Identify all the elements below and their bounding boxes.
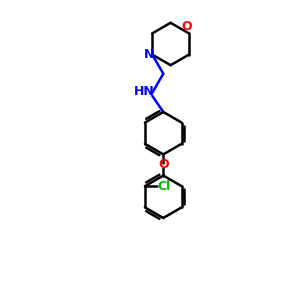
Text: N: N — [143, 48, 154, 61]
Text: O: O — [181, 20, 192, 33]
Text: HN: HN — [134, 85, 154, 98]
Text: O: O — [158, 158, 169, 171]
Text: Cl: Cl — [158, 180, 171, 193]
